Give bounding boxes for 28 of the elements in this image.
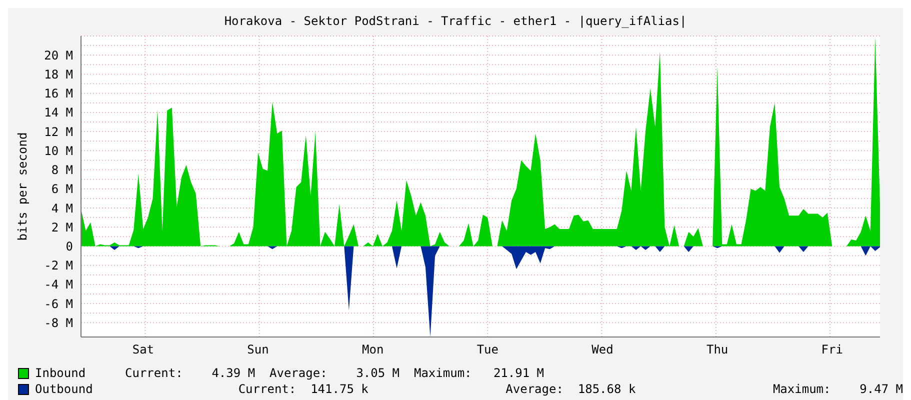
text: Current: 4.39 M Average: 3.05 M Maximum: 21.91 M [125, 365, 544, 381]
text: Current: 141.75 k Average: 185.68 k Maximum: 9.47 M [238, 381, 903, 397]
y-tick-label: -8 M [44, 316, 73, 330]
y-tick-label: 16 M [44, 86, 73, 101]
x-tick-label: Wed [592, 342, 614, 357]
y-tick-label: -2 M [44, 258, 73, 273]
y-tick-label: 8 M [51, 163, 73, 178]
x-tick-label: Thu [706, 342, 728, 357]
x-tick-label: Tue [476, 342, 499, 357]
y-tick-label: 2 M [51, 220, 73, 234]
y-axis-title: bits per second [15, 132, 30, 241]
y-tick-label: 10 M [44, 144, 73, 158]
x-tick-label: Mon [362, 342, 384, 357]
y-tick-label: 14 M [44, 106, 73, 120]
y-tick-label: 20 M [44, 48, 73, 62]
legend-label: Inbound [35, 365, 87, 381]
x-tick-label: Sat [132, 342, 154, 357]
y-tick-label: 12 M [44, 124, 73, 139]
x-tick-label: Sun [247, 342, 269, 357]
y-tick-label: 18 M [44, 67, 73, 82]
y-tick-label: 0 [66, 239, 73, 254]
legend-label: Outbound [35, 381, 94, 397]
chart-title: Horakova - Sektor PodStrani - Traffic - ether1 - |query_ifAlias| [223, 14, 688, 28]
x-tick-label: Fri [821, 342, 843, 357]
y-tick-label: 6 M [51, 182, 73, 196]
y-tick-label: -6 M [44, 296, 73, 311]
y-tick-label: -4 M [44, 278, 73, 292]
y-tick-label: 4 M [51, 201, 73, 216]
